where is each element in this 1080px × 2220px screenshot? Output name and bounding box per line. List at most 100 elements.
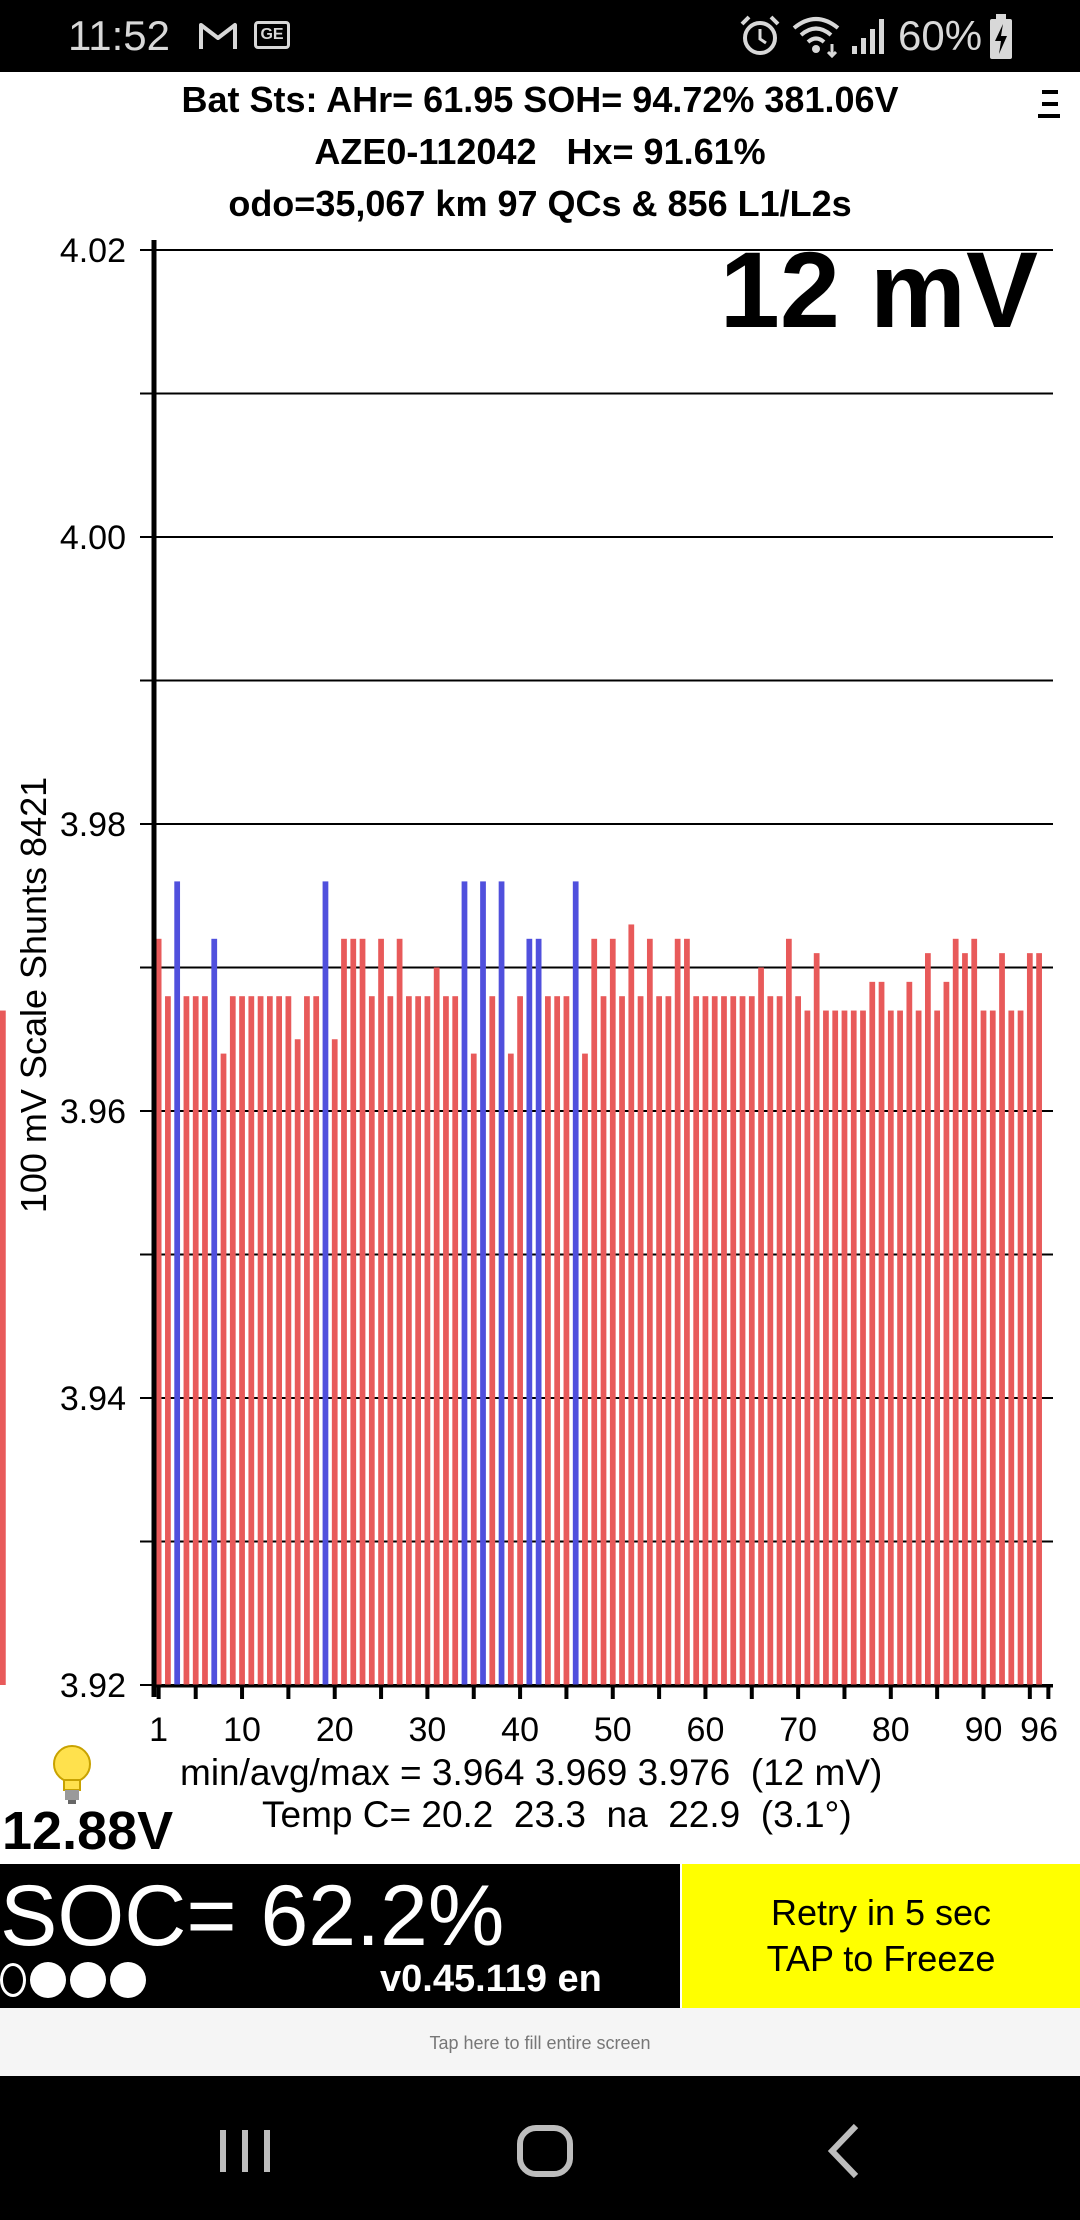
cell-bar — [748, 996, 755, 1685]
cell-bar — [359, 938, 366, 1685]
cell-bar — [785, 938, 792, 1685]
cell-bar — [619, 996, 625, 1685]
cell-bar — [304, 996, 310, 1685]
cell-bar — [767, 996, 774, 1685]
cell-bar-shunted — [498, 881, 505, 1685]
cell-bar — [424, 996, 431, 1685]
fill-screen-button[interactable]: Tap here to fill entire screen — [0, 2008, 1080, 2076]
filled-dot-icon — [110, 1962, 146, 1998]
cell-bar-shunted — [526, 938, 533, 1685]
battery-percent: 60% — [898, 12, 983, 59]
cell-bar — [915, 1010, 922, 1685]
y-tick-label: 3.92 — [60, 1667, 126, 1705]
filled-dot-icon — [70, 1962, 106, 1998]
cell-bar-shunted — [480, 881, 486, 1685]
cell-bar — [609, 938, 616, 1685]
x-tick-label: 60 — [687, 1711, 725, 1749]
battery-summary: Bat Sts: AHr= 61.95 SOH= 94.72% 381.06V … — [0, 74, 1080, 230]
y-tick-label: 3.98 — [60, 806, 126, 844]
lightbulb-icon[interactable] — [44, 1742, 100, 1806]
cell-bar — [925, 953, 931, 1685]
cell-spread-value: 12 mV — [719, 229, 1038, 350]
cell-bar — [980, 1010, 987, 1685]
cell-bar — [813, 953, 820, 1685]
cell-bar — [405, 996, 412, 1685]
cell-bar — [433, 967, 440, 1685]
battery-charging-icon — [990, 14, 1012, 59]
cell-bar — [832, 1010, 839, 1685]
cell-bar — [368, 996, 375, 1685]
x-tick-label: 20 — [316, 1711, 354, 1749]
freeze-button[interactable]: Retry in 5 sec TAP to Freeze — [682, 1864, 1080, 2008]
vin-hx-line: AZE0-112042 Hx= 91.61% — [314, 131, 766, 172]
cell-bar — [693, 996, 700, 1685]
cell-bar — [841, 1010, 848, 1685]
cell-bar — [860, 1010, 866, 1685]
soc-value: SOC= 62.2% — [0, 1868, 505, 1964]
cell-bar — [387, 996, 394, 1685]
soc-panel: SOC= 62.2% v0.45.119 en — [0, 1864, 680, 2008]
cell-bar — [294, 1039, 301, 1685]
x-tick-label: 1 — [149, 1711, 168, 1749]
cell-bar — [600, 996, 607, 1685]
cell-bar-shunted — [572, 881, 579, 1685]
y-tick-label: 4.02 — [60, 232, 126, 270]
cell-bar — [220, 1053, 227, 1685]
menu-icon[interactable] — [1036, 88, 1062, 124]
cell-bar — [313, 996, 320, 1685]
recent-apps-icon[interactable] — [210, 2116, 280, 2186]
cell-bar — [934, 1010, 941, 1685]
cell-bar — [943, 981, 950, 1685]
cell-voltage-chart[interactable]: 4.02 4.00 3.98 3.96 3.94 3.92 1 10 20 30 40 50 60 70… — [0, 230, 1080, 1770]
freeze-hint: TAP to Freeze — [766, 1938, 996, 1979]
x-tick-label: 96 — [1020, 1711, 1058, 1749]
y-tick-label: 3.96 — [60, 1093, 126, 1131]
x-tick-label: 70 — [779, 1711, 817, 1749]
cell-bar — [285, 996, 292, 1685]
cell-bar — [350, 938, 357, 1685]
cell-bar — [378, 938, 384, 1685]
app-version: v0.45.119 en — [380, 1958, 602, 2000]
cell-bar — [276, 996, 282, 1685]
cell-bar-shunted — [211, 938, 218, 1685]
x-tick-label: 40 — [501, 1711, 539, 1749]
cell-bar — [415, 996, 422, 1685]
filled-dot-icon — [30, 1962, 66, 1998]
cell-bar-shunted — [174, 881, 181, 1685]
signal-icon — [852, 19, 884, 54]
y-tick-label: 4.00 — [60, 519, 126, 557]
cell-bar — [248, 996, 255, 1685]
cell-bar — [906, 981, 913, 1685]
y-axis-label: 100 mV Scale Shunts 8421 — [13, 777, 54, 1213]
cell-bar — [452, 996, 459, 1685]
empty-dot-icon — [0, 1963, 26, 1997]
cell-bar — [628, 924, 635, 1685]
cell-bar — [192, 996, 199, 1685]
cell-bar — [878, 981, 885, 1685]
home-icon[interactable] — [510, 2116, 580, 2186]
x-tick-label: 50 — [594, 1711, 632, 1749]
cell-bar — [470, 1053, 477, 1685]
status-time: 11:52 — [68, 12, 170, 59]
temperature-readout: Temp C= 20.2 23.3 na 22.9 (3.1°) — [262, 1794, 852, 1835]
cell-bar — [989, 1010, 996, 1685]
cell-bar — [582, 1053, 588, 1685]
cell-bar — [646, 938, 653, 1685]
battery-status-line: Bat Sts: AHr= 61.95 SOH= 94.72% 381.06V — [181, 79, 899, 120]
back-icon[interactable] — [810, 2116, 880, 2186]
retry-countdown: Retry in 5 sec — [770, 1892, 992, 1933]
cell-bar — [0, 1010, 6, 1685]
cell-bar — [684, 938, 690, 1685]
cell-bar — [971, 938, 978, 1685]
cell-bar — [1017, 1010, 1024, 1685]
cell-bar — [711, 996, 718, 1685]
navigation-bar — [0, 2076, 1080, 2220]
cell-bar — [517, 996, 523, 1685]
x-tick-label: 10 — [223, 1711, 261, 1749]
cell-bar — [183, 996, 190, 1685]
cell-bar — [823, 1010, 829, 1685]
y-tick-label: 3.94 — [60, 1380, 126, 1418]
cell-bar-shunted — [461, 881, 468, 1685]
x-tick-label: 80 — [872, 1711, 910, 1749]
cell-bar — [674, 938, 681, 1685]
